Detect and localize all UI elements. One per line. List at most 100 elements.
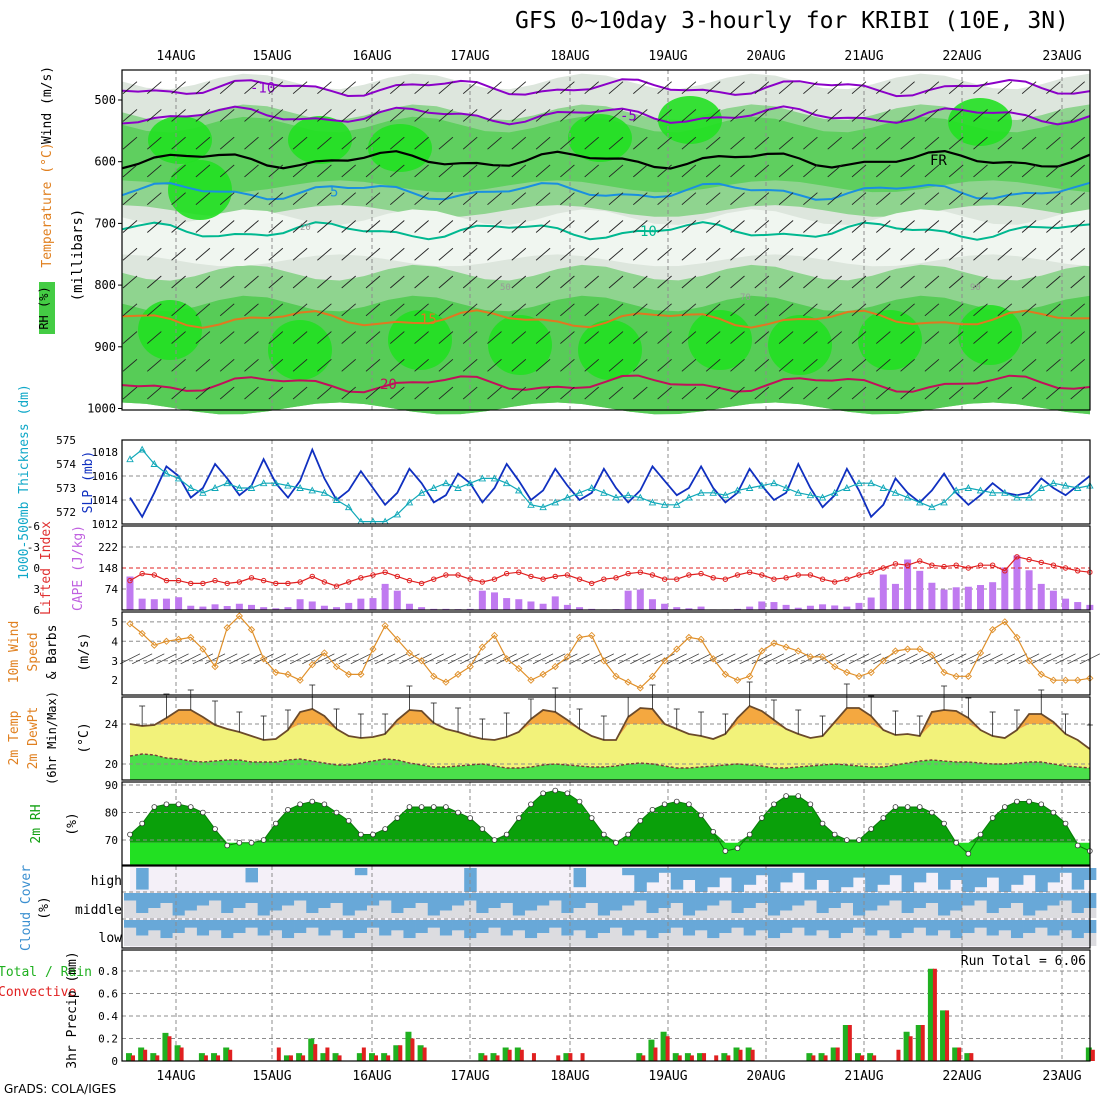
- cloud-middle-clear: [318, 908, 331, 918]
- wind-barb: [997, 109, 1013, 122]
- date-label-bottom: 18AUG: [550, 1069, 589, 1084]
- wind-barb-surface: [678, 653, 700, 665]
- wind-barb: [997, 192, 1013, 206]
- rh-marker: [783, 793, 789, 799]
- rh-frame: [121, 781, 1091, 866]
- wind-barb: [122, 358, 138, 372]
- lifted-index-tick-label: 3: [33, 583, 40, 596]
- cloud-high-cell: [1035, 868, 1048, 892]
- wind-barb: [997, 164, 1013, 178]
- wind-speed-marker: [1074, 676, 1082, 684]
- wind-barb-surface: [739, 653, 760, 665]
- rh-marker: [576, 798, 583, 805]
- cloud-high-cell: [658, 868, 672, 873]
- rh-marker: [467, 815, 474, 821]
- wind-barb: [973, 81, 988, 95]
- lifted-index-marker: [285, 580, 291, 587]
- pressure-tick-label: 700: [94, 216, 116, 230]
- precip-total-bar: [198, 1053, 205, 1061]
- wind-barb: [195, 247, 211, 261]
- cloud-low-clear: [840, 933, 854, 946]
- cape-bar: [551, 596, 559, 610]
- rh-marker: [540, 790, 546, 797]
- lifted-index-marker: [212, 577, 218, 584]
- cloud-middle-cell: [124, 893, 137, 901]
- wind-barb: [1021, 136, 1037, 150]
- cape-bar: [1001, 567, 1009, 610]
- wind-barb-surface: [654, 653, 675, 665]
- precip-convective-bar: [276, 1047, 281, 1061]
- wind-barb: [948, 275, 964, 289]
- cape-bar: [308, 601, 316, 610]
- lifted-index-marker: [661, 576, 668, 582]
- cloud-low-cell: [755, 920, 769, 931]
- cloud-middle-clear: [865, 910, 878, 918]
- wind-speed-marker: [430, 672, 438, 680]
- precip-total-bar: [356, 1053, 363, 1061]
- precip-tick-label: 0: [111, 1055, 118, 1068]
- cloud-high-cell: [938, 868, 951, 890]
- lifted-index-marker: [589, 580, 595, 587]
- cape-bar: [381, 583, 389, 610]
- wind-speed-line: [129, 615, 1090, 689]
- wind-barb: [633, 164, 648, 178]
- wind-barb: [876, 81, 891, 95]
- wind-barb: [414, 386, 429, 400]
- cloud-high-cell: [1023, 868, 1036, 876]
- wind-barb: [195, 109, 211, 122]
- precip-total-bar: [150, 1053, 157, 1061]
- wind-barb: [171, 81, 186, 95]
- wind-barb: [560, 303, 575, 317]
- precip-total-bar: [211, 1053, 218, 1061]
- cloud-low-cell: [245, 920, 258, 928]
- rh-marker: [212, 826, 218, 832]
- precip-convective-bar: [677, 1055, 682, 1061]
- wind-barb: [803, 109, 818, 122]
- thickness-marker: [405, 498, 414, 506]
- thickness-tick-label: 572: [56, 506, 76, 519]
- cloud-middle-clear: [682, 915, 696, 918]
- cape-bar: [758, 601, 766, 610]
- cloud-low-clear: [974, 927, 987, 946]
- rh-marker: [856, 837, 862, 843]
- wind-barb: [924, 303, 940, 317]
- cloud-high-cell: [828, 868, 842, 892]
- rh-marker: [977, 831, 984, 838]
- wind-barb: [657, 164, 672, 178]
- wind-barb: [1046, 275, 1061, 289]
- cloud-low-cell: [488, 920, 501, 928]
- wind-barb: [657, 192, 672, 206]
- lifted-index-marker: [783, 575, 789, 581]
- wind-barb: [608, 303, 624, 317]
- lifted-index-marker: [710, 575, 716, 581]
- wind-barb: [438, 164, 454, 178]
- cloud-middle-cell: [512, 893, 526, 916]
- wind-barb: [633, 81, 648, 95]
- lifted-index-marker: [795, 572, 801, 578]
- wind-speed-marker: [989, 625, 997, 634]
- wind-barb: [1046, 192, 1061, 206]
- cloud-middle-clear: [719, 900, 732, 918]
- cloud-row-label: middle: [75, 903, 122, 918]
- cloud-axis-label-2: (%): [37, 896, 52, 919]
- wind-speed-marker: [320, 649, 329, 657]
- cloud-middle-cell: [682, 893, 696, 916]
- thickness-axis-label: 1000-500mb Thickness (dm): [17, 384, 32, 580]
- thickness-marker: [782, 484, 790, 491]
- cloud-middle-cell: [695, 893, 708, 911]
- wind-barb: [365, 303, 381, 317]
- cloud-high-cell: [1071, 868, 1085, 890]
- wind-barb: [948, 109, 964, 122]
- wind-barb: [268, 164, 284, 178]
- rh-high-cell: [488, 315, 552, 375]
- precip-convective-bar: [374, 1055, 378, 1061]
- date-label-top: 21AUG: [844, 49, 883, 64]
- wind-barb: [341, 386, 356, 400]
- wind-barb: [462, 303, 478, 317]
- wind-barb: [438, 136, 454, 150]
- wind-barb: [122, 220, 138, 233]
- wind-barb: [511, 386, 527, 400]
- cloud-low-cell: [124, 920, 137, 928]
- wind-barb: [438, 109, 454, 122]
- wind-barb: [317, 164, 332, 178]
